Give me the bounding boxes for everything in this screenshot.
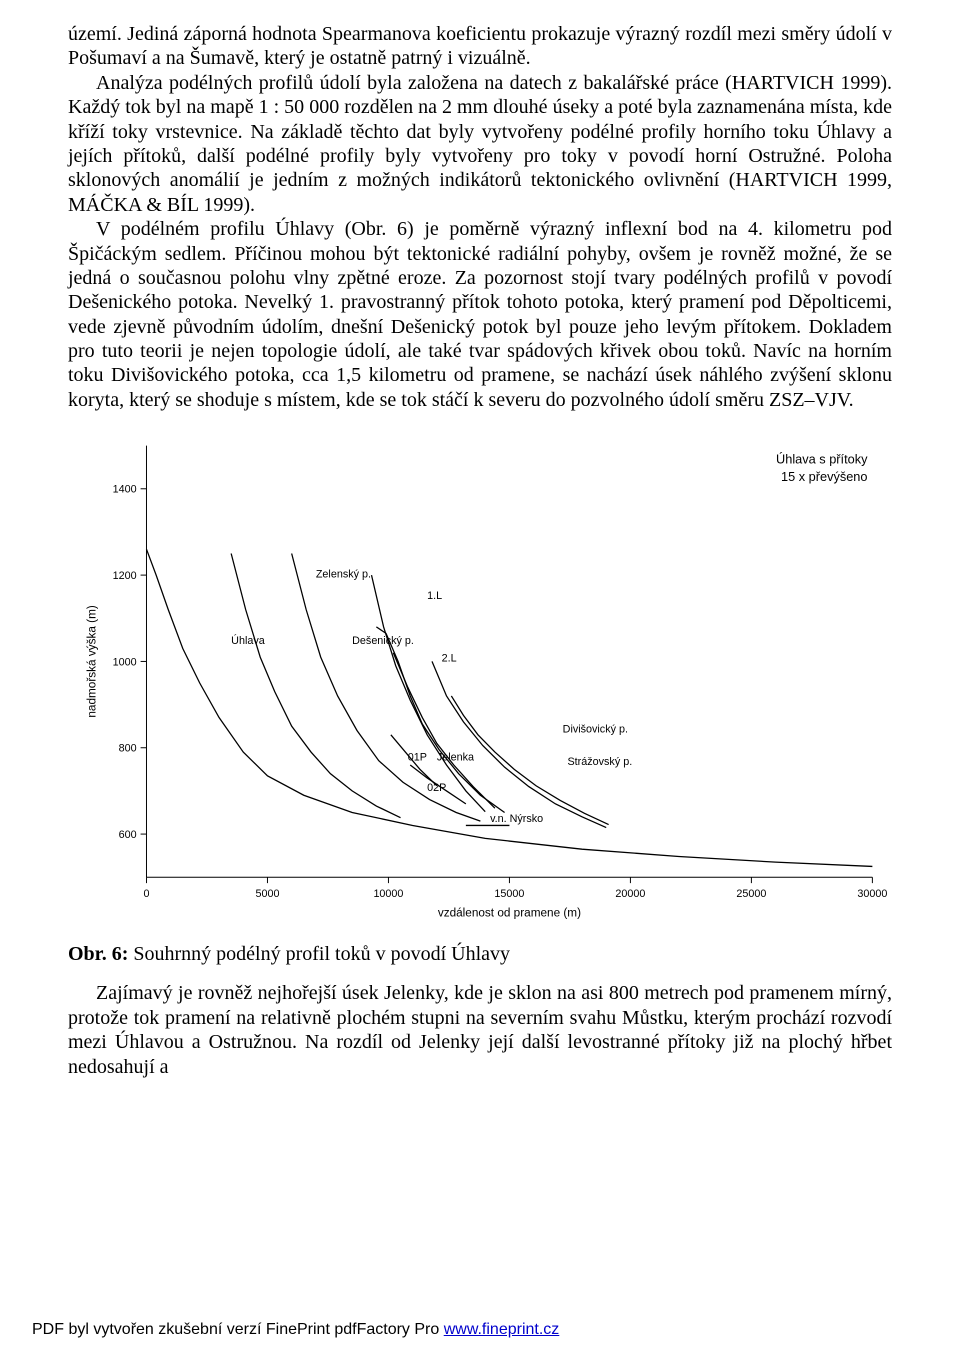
- svg-text:v.n. Nýrsko: v.n. Nýrsko: [490, 813, 543, 825]
- svg-text:nadmořská výška (m): nadmořská výška (m): [85, 605, 98, 718]
- chart-svg: 600 800 1000 1200 1400 0 5000 10000 15000 20000 25…: [68, 426, 892, 936]
- svg-text:1000: 1000: [113, 657, 137, 669]
- svg-text:10000: 10000: [373, 888, 403, 900]
- svg-text:30000: 30000: [857, 888, 887, 900]
- svg-text:15 x převýšeno: 15 x převýšeno: [781, 469, 867, 484]
- footer-text: PDF byl vytvořen zkušební verzí FinePrin…: [32, 1321, 444, 1338]
- svg-text:25000: 25000: [736, 888, 766, 900]
- svg-text:vzdálenost od pramene (m): vzdálenost od pramene (m): [438, 907, 581, 920]
- paragraph-2: Analýza podélných profilů údolí byla zal…: [68, 71, 892, 217]
- svg-text:5000: 5000: [255, 888, 279, 900]
- footer-link[interactable]: www.fineprint.cz: [444, 1321, 560, 1338]
- paragraph-4: Zajímavý je rovněž nejhořejší úsek Jelen…: [68, 981, 892, 1079]
- svg-text:Úhlava: Úhlava: [231, 634, 265, 647]
- svg-text:01P: 01P: [408, 752, 427, 764]
- svg-text:20000: 20000: [615, 888, 645, 900]
- svg-text:1200: 1200: [113, 570, 137, 582]
- figure-caption-label: Obr. 6:: [68, 943, 128, 965]
- svg-text:1.L: 1.L: [427, 590, 442, 602]
- paragraph-3: V podélném profilu Úhlavy (Obr. 6) je po…: [68, 217, 892, 412]
- svg-text:02P: 02P: [427, 782, 446, 794]
- figure-caption-text: Souhrnný podélný profil toků v povodí Úh…: [128, 943, 510, 965]
- svg-text:1400: 1400: [113, 484, 137, 496]
- svg-text:0: 0: [143, 888, 149, 900]
- paragraph-1: území. Jediná záporná hodnota Spearmanov…: [68, 22, 892, 71]
- svg-text:Úhlava s přítoky: Úhlava s přítoky: [776, 452, 868, 467]
- figure-caption: Obr. 6: Souhrnný podélný profil toků v p…: [68, 942, 892, 967]
- svg-text:800: 800: [119, 743, 137, 755]
- svg-text:Divišovický p.: Divišovický p.: [563, 724, 628, 736]
- svg-text:Strážovský p.: Strážovský p.: [568, 756, 633, 768]
- svg-text:15000: 15000: [494, 888, 524, 900]
- svg-text:Jelenka: Jelenka: [437, 752, 474, 764]
- svg-text:2.L: 2.L: [442, 653, 457, 665]
- footer: PDF byl vytvořen zkušební verzí FinePrin…: [32, 1321, 559, 1339]
- svg-text:600: 600: [119, 829, 137, 841]
- svg-text:Dešenický p.: Dešenický p.: [352, 635, 414, 647]
- svg-text:Zelenský p.: Zelenský p.: [316, 569, 371, 581]
- figure-longitudinal-profile: 600 800 1000 1200 1400 0 5000 10000 15000 20000 25…: [68, 426, 892, 936]
